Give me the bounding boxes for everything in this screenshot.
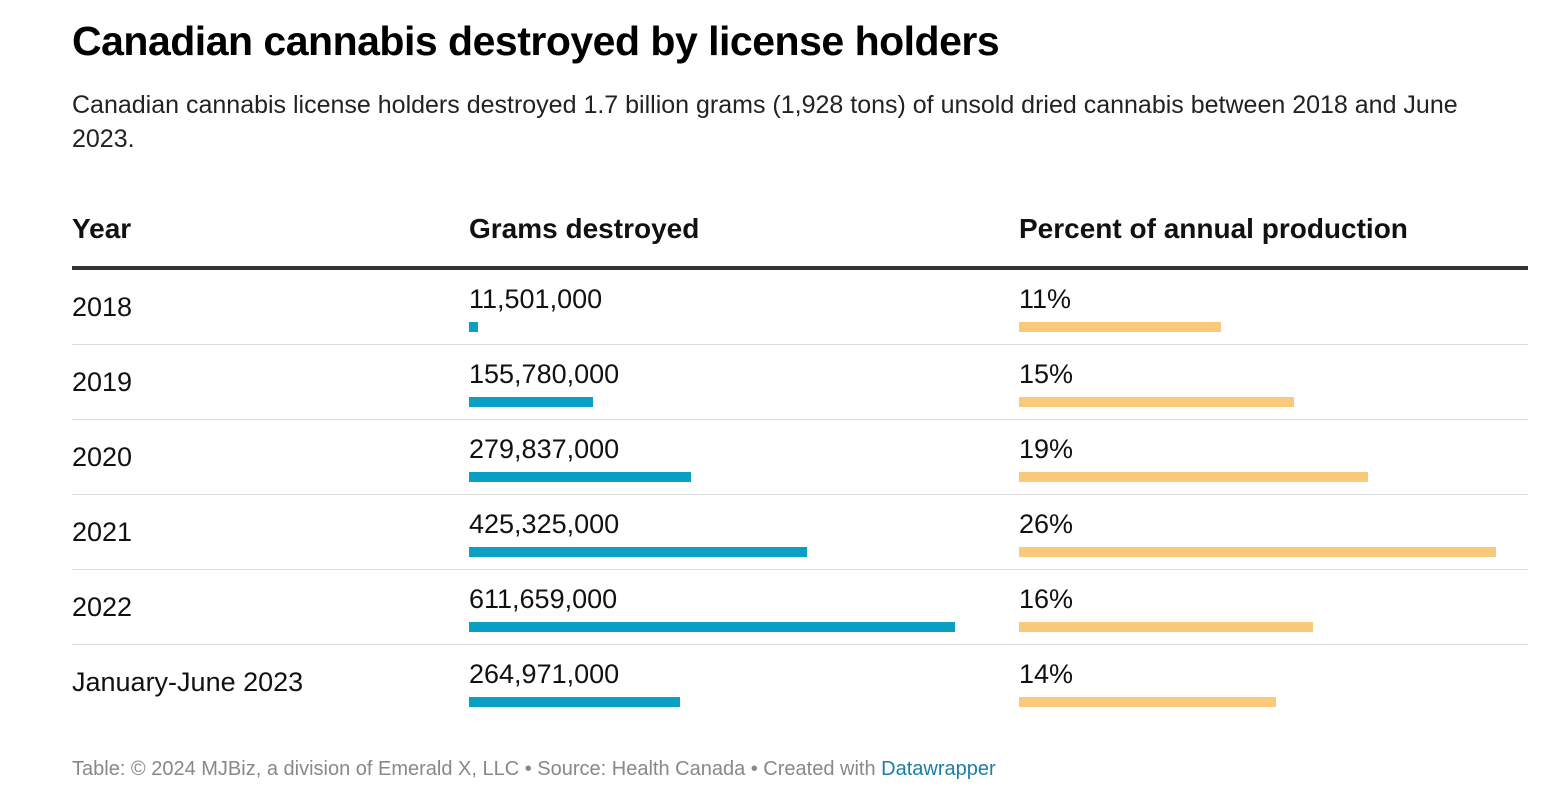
column-header-percent[interactable]: Percent of annual production: [1019, 213, 1408, 244]
year-cell: 2022: [72, 592, 133, 622]
percent-bar: [1019, 697, 1276, 707]
table-row: 2021 425,325,000 26%: [72, 495, 1528, 570]
year-cell: 2021: [72, 517, 133, 547]
chart-subtitle: Canadian cannabis license holders destro…: [72, 91, 1458, 153]
chart-title: Canadian cannabis destroyed by license h…: [72, 18, 1000, 64]
year-cell: January-June 2023: [72, 667, 304, 697]
percent-value: 16%: [1019, 584, 1074, 614]
table-header: Year Grams destroyed Percent of annual p…: [72, 208, 1528, 270]
grams-bar: [469, 622, 955, 632]
percent-value: 14%: [1019, 659, 1074, 689]
grams-bar: [469, 472, 691, 482]
grams-value: 425,325,000: [469, 509, 620, 539]
datawrapper-link[interactable]: Datawrapper: [881, 758, 996, 780]
grams-value: 155,780,000: [469, 359, 620, 389]
column-header-year[interactable]: Year: [72, 213, 132, 244]
year-cell: 2018: [72, 292, 133, 322]
grams-bar: [469, 322, 478, 332]
year-cell: 2020: [72, 442, 133, 472]
table-row: 2019 155,780,000 15%: [72, 345, 1528, 420]
percent-value: 15%: [1019, 359, 1074, 389]
grams-value: 11,501,000: [469, 284, 603, 314]
percent-bar: [1019, 397, 1294, 407]
percent-bar: [1019, 622, 1313, 632]
data-table: Year Grams destroyed Percent of annual p…: [72, 208, 1528, 719]
table-row: 2020 279,837,000 19%: [72, 420, 1528, 495]
grams-bar: [469, 547, 807, 557]
grams-bar: [469, 397, 593, 407]
table-body: 2018 11,501,000 11% 2019 155,780,000 15% 2020 2…: [72, 270, 1528, 719]
percent-value: 19%: [1019, 434, 1074, 464]
grams-value: 279,837,000: [469, 434, 620, 464]
percent-bar: [1019, 547, 1496, 557]
table-row: 2018 11,501,000 11%: [72, 270, 1528, 345]
table-row: 2022 611,659,000 16%: [72, 570, 1528, 645]
table-row: January-June 2023 264,971,000 14%: [72, 645, 1528, 719]
grams-value: 264,971,000: [469, 659, 620, 689]
percent-bar: [1019, 322, 1221, 332]
footer-text: Table: © 2024 MJBiz, a division of Emera…: [72, 758, 876, 780]
percent-value: 11%: [1019, 284, 1072, 314]
footer-credits: Table: © 2024 MJBiz, a division of Emera…: [72, 758, 996, 781]
grams-value: 611,659,000: [469, 584, 618, 614]
column-header-grams[interactable]: Grams destroyed: [469, 213, 700, 244]
grams-bar: [469, 697, 680, 707]
percent-value: 26%: [1019, 509, 1074, 539]
year-cell: 2019: [72, 367, 133, 397]
percent-bar: [1019, 472, 1368, 482]
